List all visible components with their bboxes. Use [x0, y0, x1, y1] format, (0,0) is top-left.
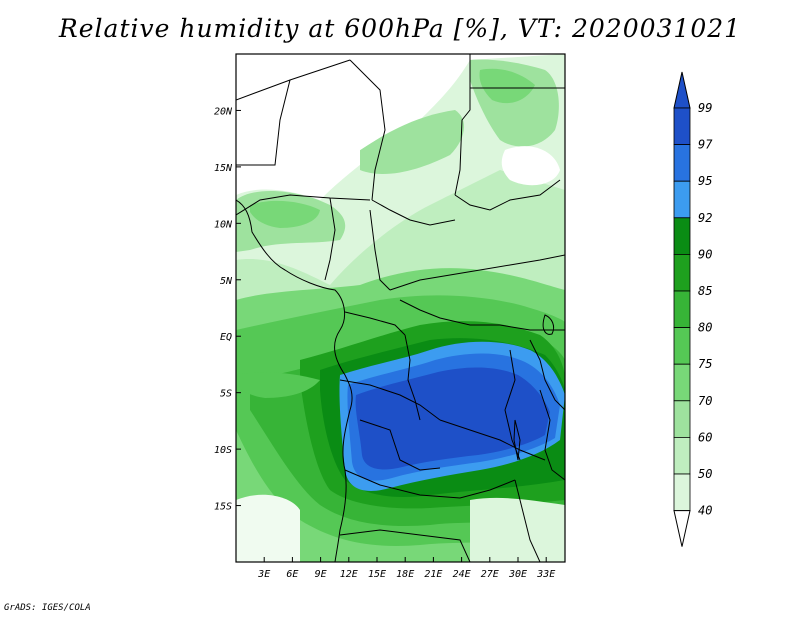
colorbar-label: 40 [698, 504, 712, 518]
x-tick-label: 33E [536, 569, 555, 580]
x-tick-label: 21E [424, 569, 442, 580]
chart-title: Relative humidity at 600hPa [%], VT: 202… [58, 14, 742, 43]
colorbar-label: 92 [698, 211, 712, 225]
colorbar-top-arrow [673, 71, 691, 109]
y-tick-label: 10S [214, 445, 232, 456]
colorbar-label: 75 [698, 357, 712, 371]
x-tick-label: 12E [340, 569, 358, 580]
y-tick-label: 15N [214, 163, 233, 174]
colorbar-segment [673, 107, 691, 145]
colorbar: 99 97 95 92 90 85 80 75 70 60 50 40 [673, 71, 713, 547]
colorbar-segment [673, 180, 691, 219]
colorbar-segment [673, 217, 691, 255]
y-tick-label: EQ [220, 332, 232, 343]
x-tick-label: 9E [315, 569, 327, 580]
colorbar-segment [673, 290, 691, 328]
y-tick-label: 15S [214, 502, 232, 513]
colorbar-segment [673, 436, 691, 475]
x-tick-label: 30E [508, 569, 527, 580]
y-axis: 20N 15N 10N 5N EQ 5S 10S 15S [214, 106, 241, 513]
y-tick-label: 5N [220, 276, 233, 287]
plot-frame [235, 53, 566, 563]
colorbar-bottom-arrow [673, 510, 691, 547]
colorbar-label: 99 [698, 101, 712, 115]
colorbar-label: 90 [698, 247, 712, 261]
colorbar-label: 50 [698, 467, 712, 481]
colorbar-label: 85 [698, 284, 712, 298]
x-tick-label: 18E [396, 569, 414, 580]
x-tick-label: 6E [286, 569, 298, 580]
grads-credit: GrADS: IGES/COLA [4, 603, 91, 613]
x-tick-label: 24E [453, 569, 471, 580]
colorbar-segment [673, 363, 691, 402]
colorbar-segment [673, 400, 691, 438]
y-tick-label: 5S [220, 389, 232, 400]
colorbar-segment [673, 327, 691, 365]
colorbar-label: 60 [698, 430, 712, 444]
x-tick-label: 15E [368, 569, 386, 580]
colorbar-label: 97 [698, 138, 713, 152]
x-tick-label: 3E [257, 569, 270, 580]
colorbar-segment [673, 144, 691, 182]
x-tick-label: 27E [481, 569, 499, 580]
y-tick-label: 20N [214, 106, 233, 117]
colorbar-segment [673, 253, 691, 292]
y-tick-label: 10N [214, 219, 233, 230]
colorbar-label: 70 [698, 394, 712, 408]
colorbar-label: 95 [698, 174, 712, 188]
humidity-field [236, 54, 565, 562]
x-axis: 3E 6E 9E 12E 15E 18E 21E 24E 27E 30E 33E [257, 557, 555, 580]
colorbar-segment [673, 473, 691, 511]
colorbar-label: 80 [698, 321, 712, 335]
country-borders [236, 54, 565, 562]
